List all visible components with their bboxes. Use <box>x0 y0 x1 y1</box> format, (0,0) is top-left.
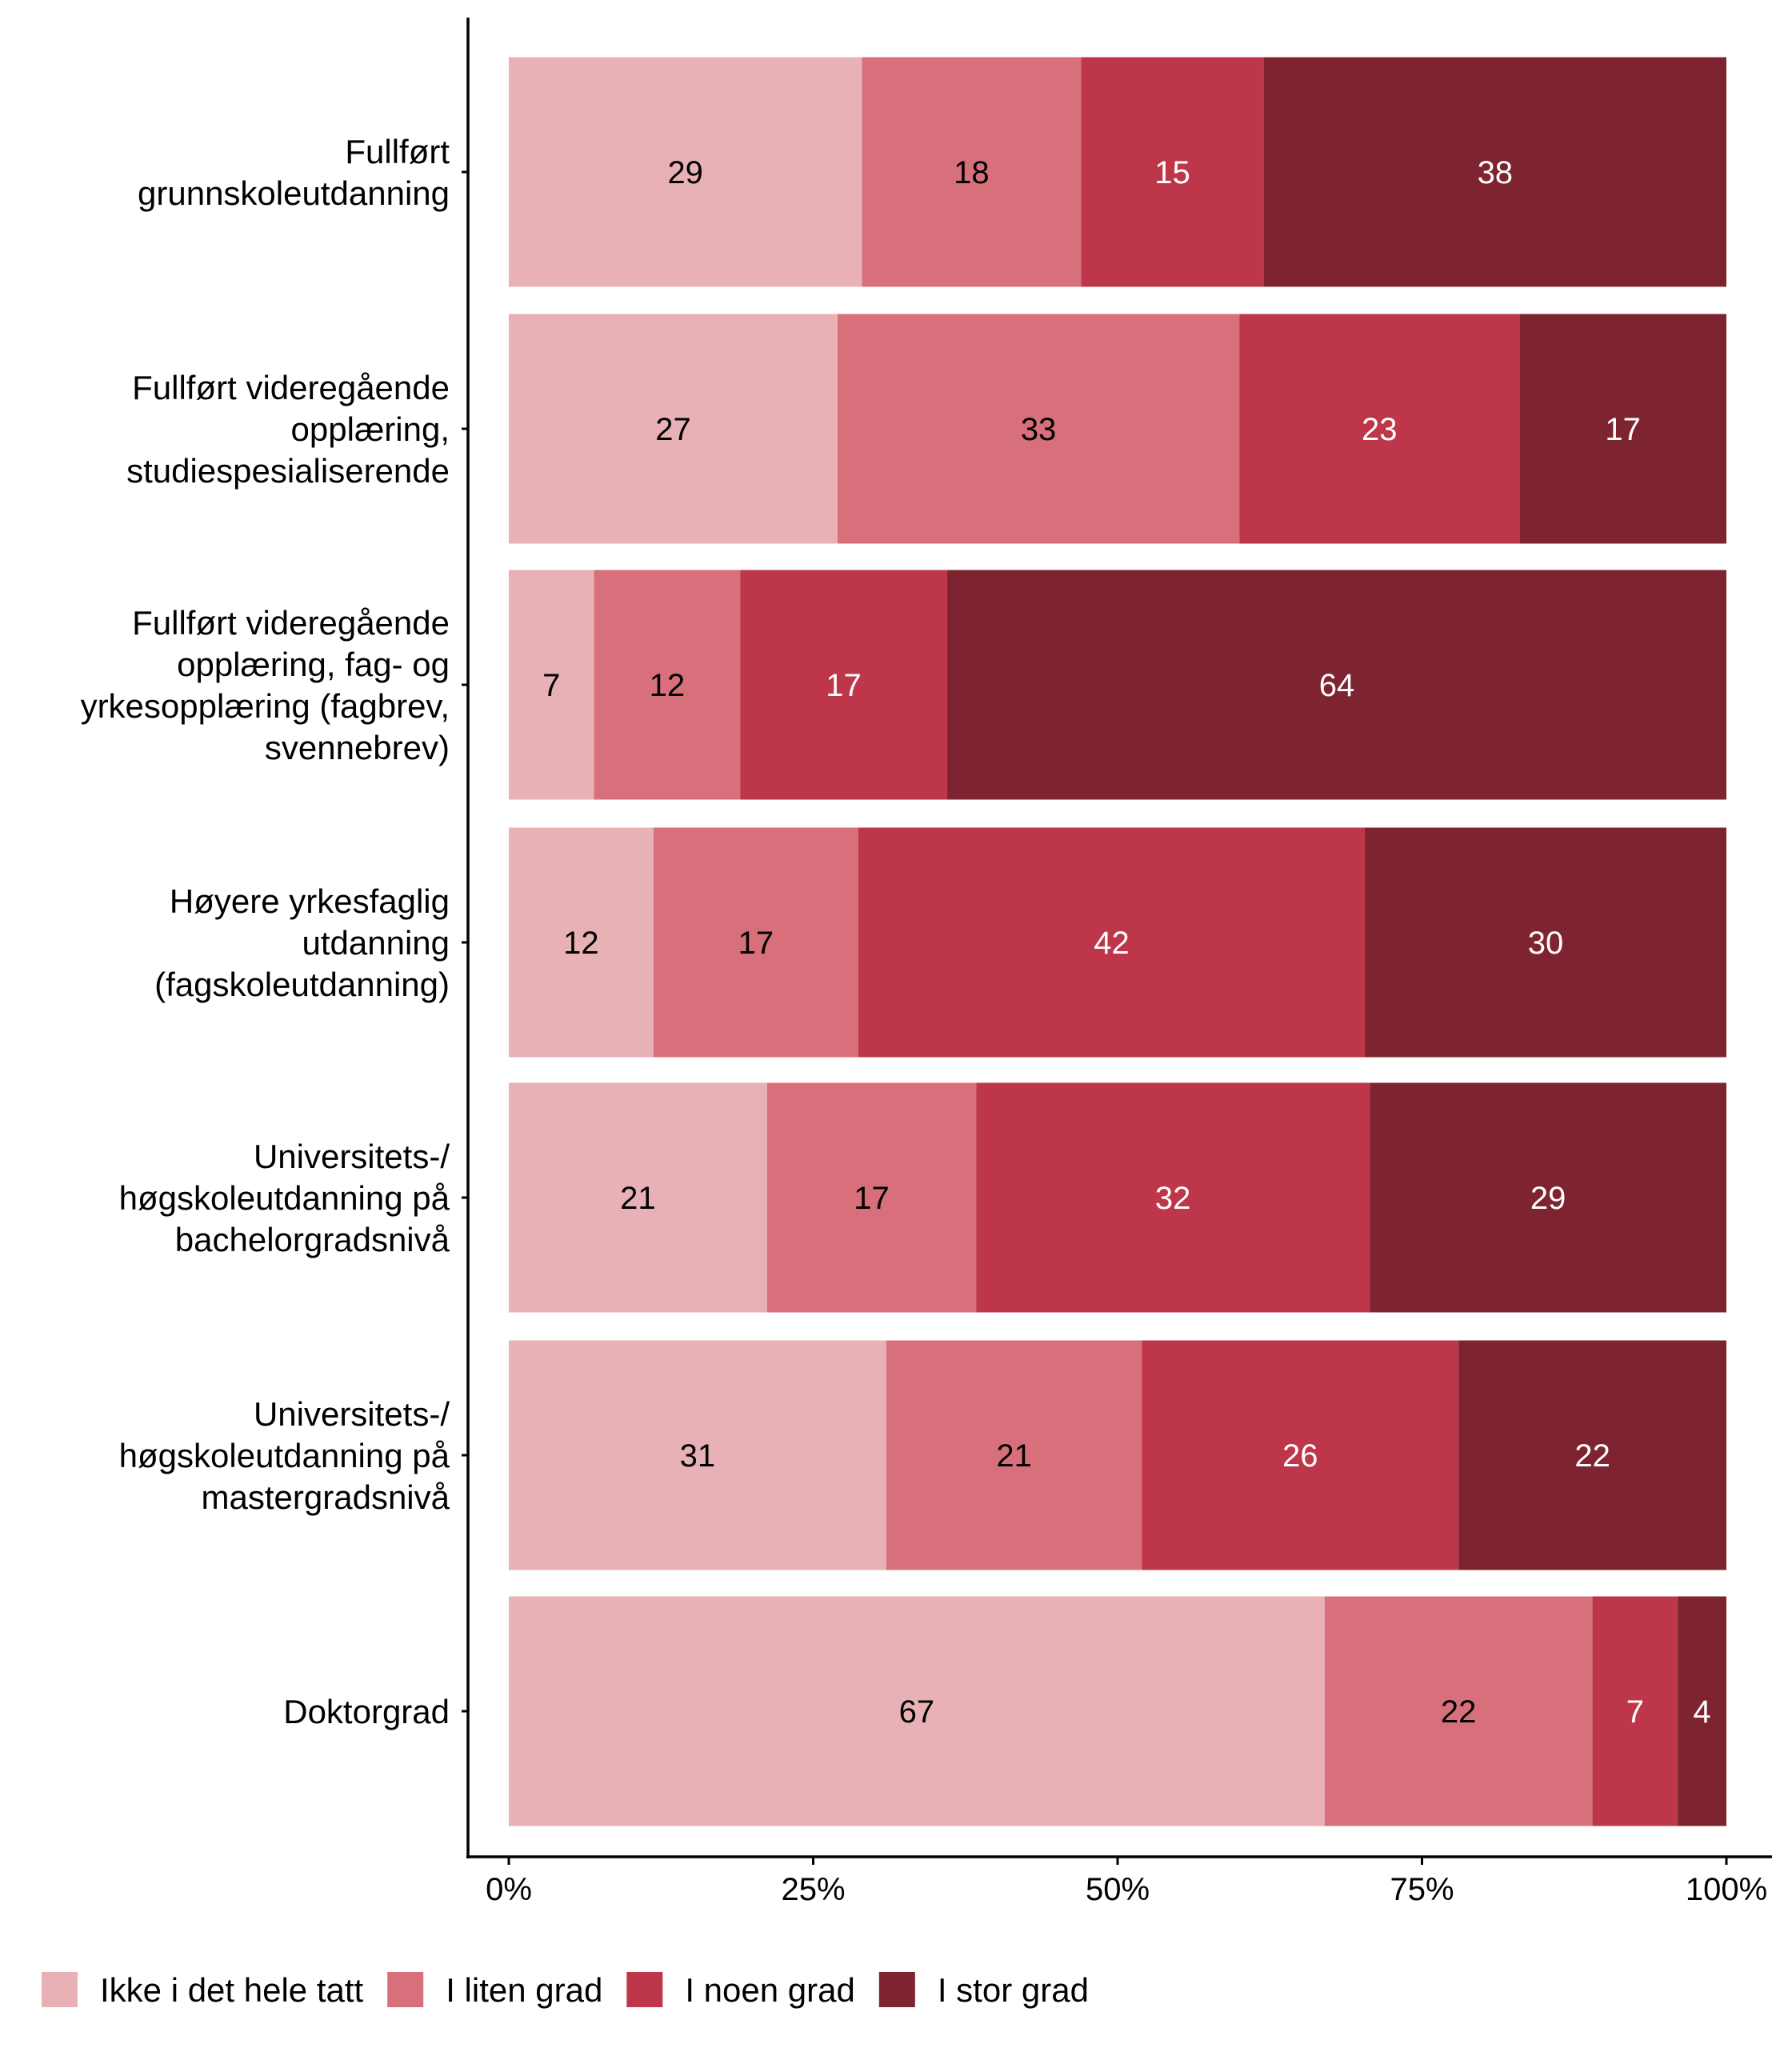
bar-segment <box>509 1596 1325 1826</box>
data-label: 21 <box>620 1181 656 1216</box>
data-label: 67 <box>899 1694 935 1730</box>
data-label: 17 <box>826 668 862 703</box>
bar-segment <box>509 314 838 544</box>
category-label: (fagskoleutdanning) <box>154 966 450 1003</box>
bar-segment <box>976 1082 1370 1313</box>
x-tick-label: 100% <box>1686 1872 1767 1907</box>
data-label: 31 <box>680 1438 716 1474</box>
bar-segment <box>862 57 1082 287</box>
legend-label: I liten grad <box>446 1971 602 2009</box>
x-tick-label: 50% <box>1086 1872 1150 1907</box>
category-label: Fullført videregående <box>132 369 450 406</box>
bar-segment <box>653 827 859 1058</box>
bar-segment <box>509 1082 767 1313</box>
bar-segment <box>1142 1340 1459 1570</box>
legend-swatch <box>387 1972 424 2007</box>
bar-segment <box>509 570 594 800</box>
legend-label: I stor grad <box>938 1971 1089 2009</box>
legend-label: Ikke i det hele tatt <box>100 1971 364 2009</box>
bar-segment <box>1364 827 1726 1058</box>
data-label: 23 <box>1362 412 1398 447</box>
category-label: opplæring, <box>291 410 450 448</box>
category-label: Universitets-/ <box>254 1395 450 1433</box>
x-tick-label: 0% <box>486 1872 532 1907</box>
data-label: 26 <box>1282 1438 1318 1474</box>
bar-segment <box>509 57 862 287</box>
bar-segment <box>1324 1596 1593 1826</box>
category-label: grunnskoleutdanning <box>138 174 450 212</box>
data-label: 12 <box>563 926 599 961</box>
bar-segment <box>1592 1596 1678 1826</box>
data-label: 64 <box>1319 668 1355 703</box>
bar-segment <box>1239 314 1520 544</box>
category-label: opplæring, fag- og <box>177 646 450 683</box>
category-label: studiespesialiserende <box>126 452 450 490</box>
data-label: 17 <box>738 926 774 961</box>
data-label: 15 <box>1154 155 1190 190</box>
category-label: Doktorgrad <box>283 1693 450 1730</box>
bar-segment <box>1081 57 1264 287</box>
category-label: Fullført videregående <box>132 604 450 642</box>
category-label: høgskoleutdanning på <box>119 1179 450 1217</box>
data-label: 32 <box>1155 1181 1191 1216</box>
category-label: mastergradsnivå <box>202 1478 450 1516</box>
bar-segment <box>766 1082 977 1313</box>
data-label: 27 <box>655 412 691 447</box>
data-label: 29 <box>1530 1181 1566 1216</box>
bar-segment <box>886 1340 1142 1570</box>
bar-segment <box>1263 57 1726 287</box>
legend-label: I noen grad <box>685 1971 855 2009</box>
category-label: Universitets-/ <box>254 1138 450 1175</box>
data-label: 29 <box>667 155 703 190</box>
data-label: 30 <box>1528 926 1564 961</box>
legend-swatch <box>878 1972 915 2007</box>
bar-segment <box>740 570 947 800</box>
bar-segment <box>1519 314 1726 544</box>
category-label: høgskoleutdanning på <box>119 1437 450 1474</box>
data-label: 42 <box>1094 926 1130 961</box>
data-label: 38 <box>1478 155 1514 190</box>
legend-swatch <box>42 1972 78 2007</box>
bar-segment <box>509 1340 886 1570</box>
bar-segment <box>1458 1340 1726 1570</box>
bar-segment <box>946 570 1726 800</box>
bar-segment <box>509 827 654 1058</box>
data-label: 18 <box>954 155 990 190</box>
bar-segment <box>594 570 741 800</box>
data-label: 33 <box>1021 412 1057 447</box>
category-label: yrkesopplæring (fagbrev, <box>81 687 450 725</box>
data-label: 7 <box>542 668 560 703</box>
bar-segment <box>1370 1082 1726 1313</box>
data-label: 4 <box>1693 1694 1710 1730</box>
data-label: 17 <box>1605 412 1641 447</box>
category-label: bachelorgradsnivå <box>175 1221 450 1258</box>
category-label: Fullført <box>345 133 450 170</box>
data-label: 7 <box>1626 1694 1644 1730</box>
data-label: 21 <box>996 1438 1032 1474</box>
bar-segment <box>858 827 1365 1058</box>
category-label: svennebrev) <box>265 729 450 766</box>
category-label: Høyere yrkesfaglig <box>170 882 450 920</box>
data-label: 22 <box>1441 1694 1477 1730</box>
bar-segment <box>837 314 1240 544</box>
category-label: utdanning <box>302 924 450 962</box>
data-label: 22 <box>1574 1438 1610 1474</box>
legend-swatch <box>626 1972 663 2007</box>
data-label: 17 <box>854 1181 890 1216</box>
bar-segment <box>1678 1596 1726 1826</box>
x-tick-label: 75% <box>1390 1872 1454 1907</box>
x-tick-label: 25% <box>781 1872 845 1907</box>
data-label: 12 <box>650 668 686 703</box>
